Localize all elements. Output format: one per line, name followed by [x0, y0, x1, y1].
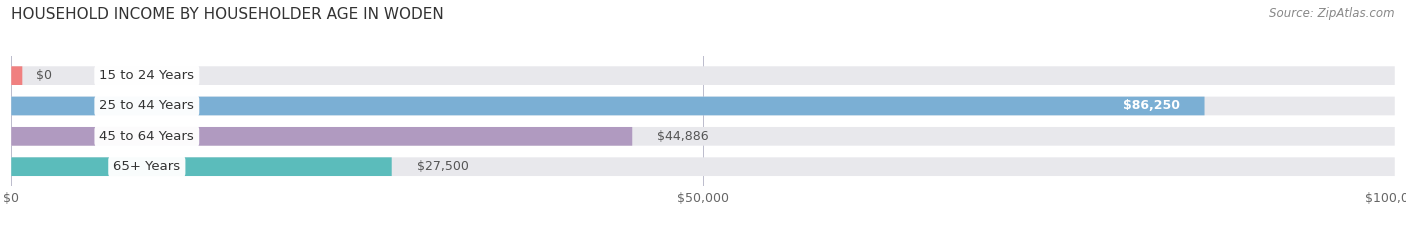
Text: HOUSEHOLD INCOME BY HOUSEHOLDER AGE IN WODEN: HOUSEHOLD INCOME BY HOUSEHOLDER AGE IN W… — [11, 7, 444, 22]
Text: $86,250: $86,250 — [1122, 99, 1180, 113]
FancyBboxPatch shape — [11, 157, 1395, 176]
FancyBboxPatch shape — [11, 66, 1395, 85]
FancyBboxPatch shape — [11, 66, 22, 85]
Text: $27,500: $27,500 — [416, 160, 468, 173]
FancyBboxPatch shape — [11, 127, 633, 146]
FancyBboxPatch shape — [11, 97, 1395, 115]
Text: 45 to 64 Years: 45 to 64 Years — [100, 130, 194, 143]
Text: $44,886: $44,886 — [657, 130, 709, 143]
Text: 25 to 44 Years: 25 to 44 Years — [100, 99, 194, 113]
FancyBboxPatch shape — [11, 157, 392, 176]
Text: 15 to 24 Years: 15 to 24 Years — [100, 69, 194, 82]
Text: $0: $0 — [37, 69, 52, 82]
FancyBboxPatch shape — [11, 127, 1395, 146]
FancyBboxPatch shape — [11, 97, 1205, 115]
Text: 65+ Years: 65+ Years — [114, 160, 180, 173]
Text: Source: ZipAtlas.com: Source: ZipAtlas.com — [1270, 7, 1395, 20]
